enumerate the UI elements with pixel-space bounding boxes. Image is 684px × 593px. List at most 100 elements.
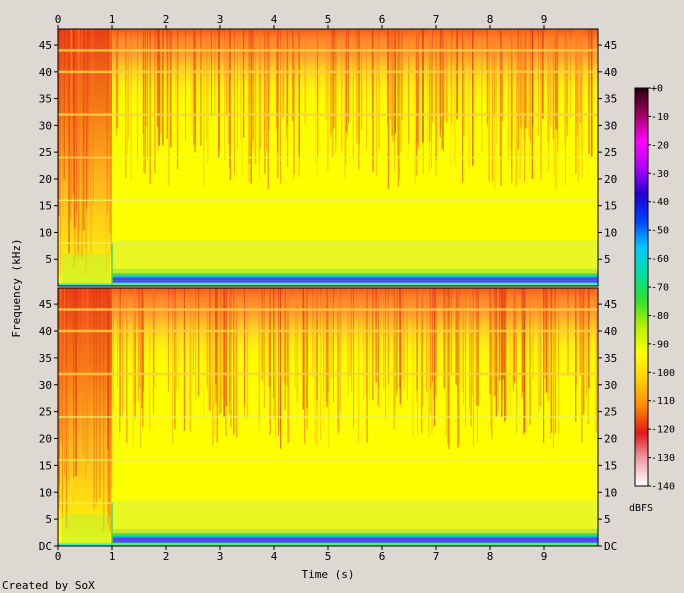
channel-2-panel: DC 5 10 15 20 25 30 35 40 45 DC 5 10 15 20 25 30 35 40 45 bbox=[39, 287, 617, 553]
colorbar-tick-labels: +0 -10 -20 -30 -40 -50 -60 -70 -80 -90 -100 -110 -12… bbox=[648, 84, 675, 493]
low-frequency-band bbox=[112, 277, 598, 281]
y-axis-title: Frequency (kHz) bbox=[10, 238, 23, 337]
y-tick-label: 45 bbox=[604, 298, 617, 311]
y-tick-label: 20 bbox=[604, 433, 617, 446]
y-tick-label: 35 bbox=[604, 352, 617, 365]
x-axis-title: Time (s) bbox=[302, 568, 355, 581]
x-tick-label: 9 bbox=[541, 550, 548, 563]
y-tick-label: 15 bbox=[39, 459, 52, 472]
y-tick-label: 30 bbox=[39, 379, 52, 392]
x-tick-label: 4 bbox=[271, 13, 278, 26]
colorbar-tick-label: -20 bbox=[651, 140, 669, 151]
y-tick-label: 5 bbox=[604, 253, 611, 266]
x-tick-labels-top: 0 1 2 3 4 5 6 7 8 9 bbox=[55, 13, 548, 29]
pre-onset-low-band bbox=[58, 283, 112, 286]
footer-credit: Created by SoX bbox=[2, 579, 95, 592]
y-tick-label: 40 bbox=[604, 325, 617, 338]
y-tick-label: 30 bbox=[604, 379, 617, 392]
low-frequency-band bbox=[112, 280, 598, 283]
low-frequency-band bbox=[112, 540, 598, 543]
y-tick-label: 10 bbox=[604, 226, 617, 239]
y-tick-label: 20 bbox=[39, 433, 52, 446]
x-tick-label: 3 bbox=[217, 13, 224, 26]
x-tick-label: 4 bbox=[271, 550, 278, 563]
y-tick-label: 40 bbox=[39, 325, 52, 338]
colorbar-tick-label: -100 bbox=[651, 368, 675, 379]
colorbar-tick-label: -110 bbox=[651, 396, 675, 407]
y-tick-label: 45 bbox=[39, 39, 52, 52]
channel-2-spectrum-bands bbox=[57, 288, 599, 546]
y-tick-label: 25 bbox=[39, 146, 52, 159]
y-tick-label: 35 bbox=[39, 93, 52, 106]
low-frequency-band bbox=[112, 542, 598, 545]
y-tick-label: 20 bbox=[39, 173, 52, 186]
x-tick-label: 6 bbox=[379, 550, 386, 563]
colorbar-tick-label: +0 bbox=[651, 84, 663, 95]
y-tick-label: 5 bbox=[45, 513, 52, 526]
low-frequency-band bbox=[112, 535, 598, 538]
colorbar-tick-label: -120 bbox=[651, 425, 675, 436]
x-tick-label: 2 bbox=[163, 13, 170, 26]
y-tick-label: 25 bbox=[604, 406, 617, 419]
low-frequency-band bbox=[112, 533, 598, 536]
y-tick-label: 25 bbox=[604, 146, 617, 159]
low-frequency-band bbox=[112, 284, 598, 286]
y-tick-label: 15 bbox=[39, 200, 52, 213]
colorbar: +0 -10 -20 -30 -40 -50 -60 -70 -80 -90 -100 -110 -12… bbox=[629, 84, 675, 515]
colorbar-tick-label: -50 bbox=[651, 226, 669, 237]
x-tick-label: 0 bbox=[55, 13, 62, 26]
y-tick-label: 10 bbox=[604, 486, 617, 499]
y-tick-label: 10 bbox=[39, 226, 52, 239]
x-tick-label: 5 bbox=[325, 13, 332, 26]
channel-1-spectrum-bands bbox=[57, 29, 598, 286]
y-tick-label: 5 bbox=[604, 513, 611, 526]
onset-low-energy bbox=[62, 253, 110, 284]
low-frequency-band bbox=[112, 537, 598, 541]
y-tick-label: 15 bbox=[604, 459, 617, 472]
y-tick-label: 40 bbox=[39, 66, 52, 79]
low-frequency-band bbox=[112, 273, 598, 276]
y-tick-label: 10 bbox=[39, 486, 52, 499]
y-tick-label: 25 bbox=[39, 406, 52, 419]
colorbar-tick-label: -80 bbox=[651, 311, 669, 322]
upper-band-region bbox=[58, 29, 598, 169]
channel-2-y-ticks-left: DC 5 10 15 20 25 30 35 40 45 bbox=[39, 298, 58, 553]
x-tick-label: 3 bbox=[217, 550, 224, 563]
x-tick-label: 7 bbox=[433, 550, 440, 563]
x-tick-label: 6 bbox=[379, 13, 386, 26]
y-tick-label: 5 bbox=[45, 253, 52, 266]
x-tick-labels-bottom: 0 1 2 3 4 5 6 7 8 9 bbox=[55, 546, 548, 563]
y-tick-label: DC bbox=[39, 540, 52, 553]
x-tick-label: 8 bbox=[487, 13, 494, 26]
y-tick-label: 45 bbox=[604, 39, 617, 52]
y-tick-label: 30 bbox=[604, 119, 617, 132]
colorbar-tick-label: -140 bbox=[651, 482, 675, 493]
onset-low-energy bbox=[62, 513, 110, 544]
channel-1-y-ticks-right: 5 10 15 20 25 30 35 40 45 bbox=[598, 39, 617, 266]
channel-1-y-ticks-left: 5 10 15 20 25 30 35 40 45 bbox=[39, 39, 58, 266]
colorbar-label: dBFS bbox=[629, 503, 653, 514]
x-tick-label: 9 bbox=[541, 13, 548, 26]
y-tick-label: 20 bbox=[604, 173, 617, 186]
colorbar-tick-label: -10 bbox=[651, 112, 669, 123]
y-tick-label: 35 bbox=[39, 352, 52, 365]
colorbar-tick-label: -60 bbox=[651, 254, 669, 265]
low-frequency-band bbox=[112, 275, 598, 278]
colorbar-tick-label: -40 bbox=[651, 197, 669, 208]
y-tick-label: 30 bbox=[39, 119, 52, 132]
channel-2-y-ticks-right: DC 5 10 15 20 25 30 35 40 45 bbox=[598, 298, 617, 553]
low-frequency-band bbox=[112, 282, 598, 285]
low-frequency-band bbox=[112, 544, 598, 546]
colorbar-tick-label: -30 bbox=[651, 169, 669, 180]
y-tick-label: 40 bbox=[604, 66, 617, 79]
y-tick-label: DC bbox=[604, 540, 617, 553]
channel-1-panel: 5 10 15 20 25 30 35 40 45 5 10 15 20 25 30 35 40 45 bbox=[39, 28, 617, 287]
pre-onset-low-band bbox=[58, 543, 112, 546]
low-frequency-band bbox=[112, 268, 598, 274]
low-frequency-band bbox=[112, 240, 598, 269]
colorbar-gradient bbox=[634, 87, 649, 487]
low-frequency-band bbox=[112, 500, 598, 529]
x-tick-label: 8 bbox=[487, 550, 494, 563]
x-tick-label: 5 bbox=[325, 550, 332, 563]
